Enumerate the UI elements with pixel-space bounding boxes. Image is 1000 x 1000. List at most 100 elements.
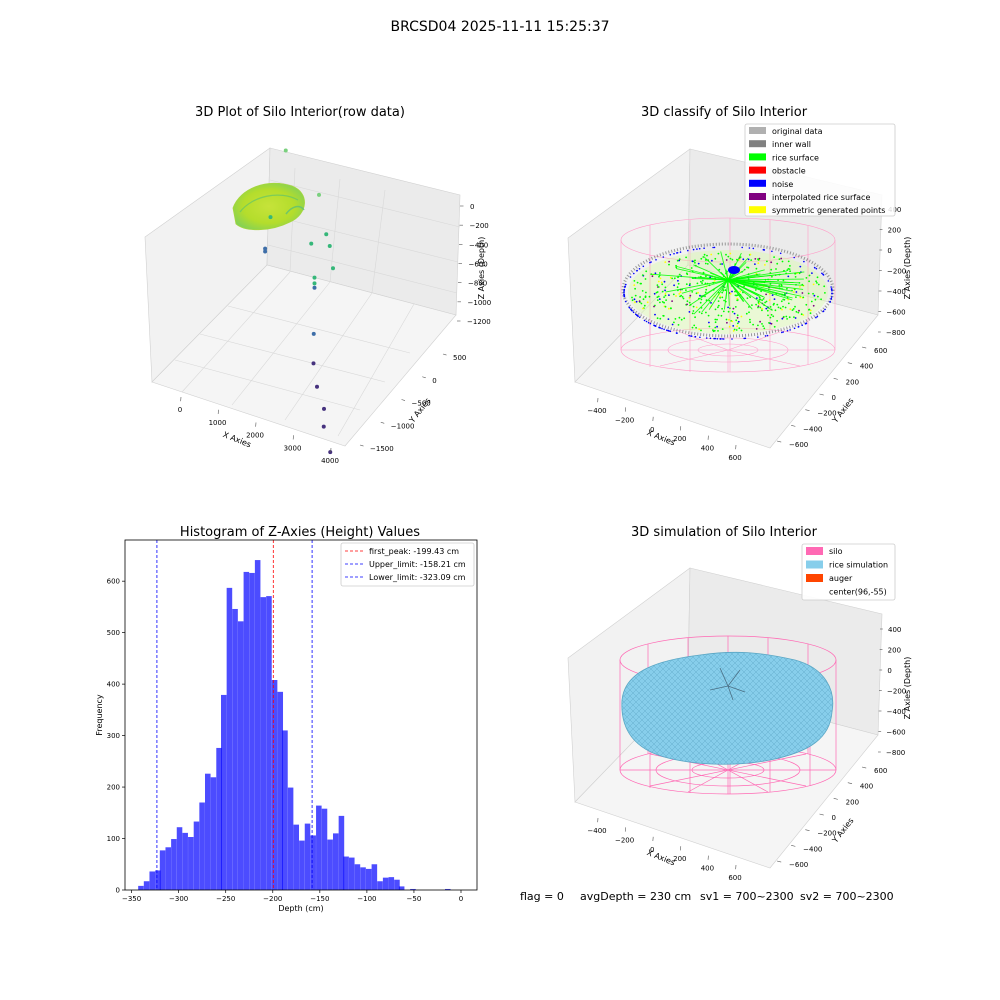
noise-point	[779, 252, 782, 255]
cloud-point	[763, 327, 766, 330]
noise-point	[649, 322, 652, 325]
cloud-point	[704, 262, 707, 265]
x-tick-label: 0	[650, 846, 654, 854]
cloud-point	[812, 304, 815, 307]
outlier-point	[283, 148, 288, 153]
cloud-point	[754, 258, 757, 260]
x-tick-label: −50	[407, 895, 422, 903]
cloud-point	[633, 298, 636, 301]
noise-point	[722, 338, 725, 340]
panel-classify-title: 3D classify of Silo Interior	[641, 105, 808, 120]
cloud-point	[654, 313, 656, 316]
cloud-point	[700, 280, 702, 283]
inner-wall-ring	[621, 242, 835, 338]
outlier-point	[312, 281, 317, 286]
noise-point	[748, 247, 751, 249]
cloud-point	[724, 289, 727, 291]
cloud-point	[646, 301, 649, 304]
cloud-point	[663, 301, 665, 304]
cloud-point	[693, 324, 696, 327]
cloud-point	[727, 310, 730, 313]
cloud-point	[695, 306, 698, 309]
rice-surface-streak	[727, 279, 793, 299]
cloud-point	[782, 298, 785, 301]
cloud-point	[657, 286, 660, 288]
noise-point	[712, 246, 714, 249]
cloud-point	[728, 318, 730, 321]
cloud-point	[795, 310, 798, 313]
y-tick-label-mark	[861, 766, 867, 769]
cloud-point	[774, 309, 777, 312]
cloud-point	[721, 263, 723, 265]
rice-surface-streak	[701, 279, 729, 313]
histogram-bar	[254, 560, 261, 890]
cloud-point	[765, 307, 768, 310]
y-tick-label: 0	[832, 814, 836, 822]
cloud-point	[674, 318, 677, 320]
cloud-point	[633, 280, 636, 282]
noise-point	[766, 334, 769, 337]
cloud-point	[719, 295, 722, 298]
floor-pane	[574, 264, 879, 449]
panel-raw-3d: 3D Plot of Silo Interior(row data)	[144, 105, 491, 465]
classified-points	[623, 246, 833, 340]
cloud-point	[739, 290, 742, 293]
noise-point	[793, 327, 796, 330]
cloud-point	[691, 312, 694, 315]
cloud-point	[767, 314, 769, 317]
cloud-point	[668, 294, 670, 296]
noise-point	[764, 335, 767, 337]
cloud-point	[656, 317, 659, 320]
legend-swatch	[749, 193, 766, 200]
cloud-point	[794, 317, 797, 319]
histogram-bar	[143, 881, 150, 890]
noise-point	[703, 247, 705, 249]
cloud-point	[732, 307, 735, 310]
noise-point	[655, 259, 657, 261]
y-tick-label: 600	[107, 578, 120, 586]
legend-label: center(96,-55)	[829, 588, 887, 597]
cloud-point	[735, 329, 738, 331]
cloud-point	[642, 298, 645, 301]
noise-point	[698, 247, 701, 250]
noise-point	[813, 266, 816, 269]
panel-raw-3d-title: 3D Plot of Silo Interior(row data)	[195, 105, 405, 120]
noise-point	[824, 308, 826, 311]
cloud-point	[771, 275, 773, 278]
cloud-point	[799, 296, 802, 299]
cloud-point	[802, 296, 805, 299]
cloud-point	[677, 279, 679, 282]
cloud-point	[824, 292, 826, 294]
outlier-point	[312, 275, 317, 280]
cloud-point	[678, 258, 681, 260]
cloud-point	[773, 256, 775, 258]
legend-label: Lower_limit: -323.09 cm	[369, 573, 466, 582]
cloud-point	[689, 283, 691, 285]
cloud-point	[661, 283, 664, 286]
noise-point	[662, 256, 665, 258]
cloud-point	[765, 300, 768, 303]
cloud-point	[721, 296, 724, 299]
cloud-point	[683, 317, 686, 320]
legend-swatch	[806, 574, 823, 582]
noise-point	[827, 280, 830, 282]
cloud-point	[781, 317, 784, 320]
histogram-bar	[159, 850, 166, 890]
cloud-point	[702, 256, 705, 258]
y-tick-label-mark	[819, 813, 824, 816]
x-tick-label: 600	[728, 454, 741, 462]
outlier-point	[311, 361, 316, 366]
cloud-point	[661, 301, 664, 303]
cloud-point	[635, 300, 638, 303]
legend-swatch	[749, 206, 766, 214]
cloud-point	[731, 320, 734, 323]
cloud-point	[799, 286, 801, 288]
outlier-point	[321, 424, 326, 429]
y-tick-label-mark	[776, 860, 782, 863]
cloud-point	[794, 276, 797, 278]
cloud-point	[705, 275, 707, 278]
cloud-point	[759, 298, 762, 301]
noise-point	[643, 319, 646, 322]
cloud-point	[800, 313, 803, 316]
cloud-point	[808, 280, 810, 283]
